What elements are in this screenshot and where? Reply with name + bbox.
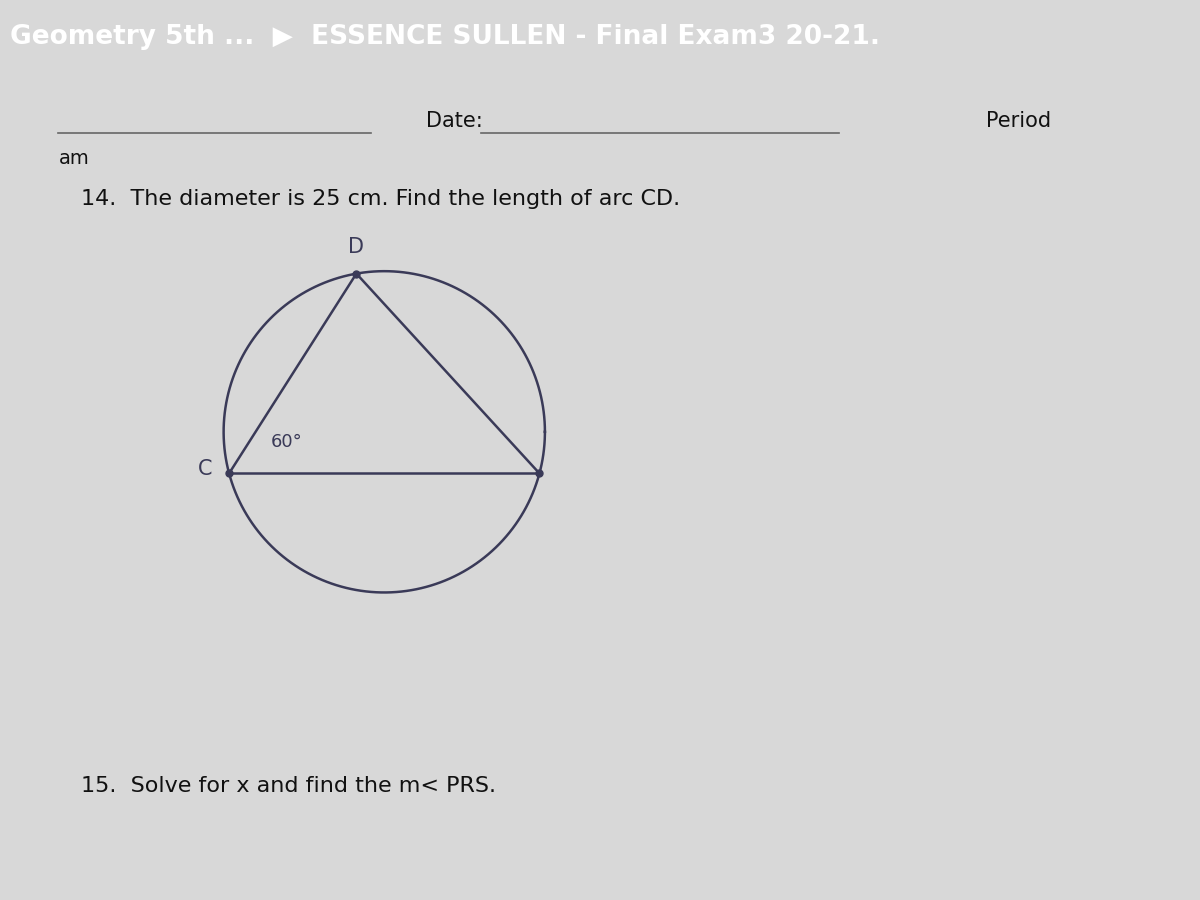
Text: 14.  The diameter is 25 cm. Find the length of arc CD.: 14. The diameter is 25 cm. Find the leng… (82, 189, 680, 209)
Text: D: D (348, 237, 365, 257)
Text: am: am (59, 149, 89, 168)
Text: 15.  Solve for x and find the m< PRS.: 15. Solve for x and find the m< PRS. (82, 776, 497, 796)
Text: Period: Period (985, 111, 1051, 130)
Text: Date:: Date: (426, 111, 482, 130)
Text: C: C (198, 459, 212, 479)
Text: Geometry 5th ...  ▶  ESSENCE SULLEN - Final Exam3 20-21.: Geometry 5th ... ▶ ESSENCE SULLEN - Fina… (10, 24, 880, 50)
Text: 60°: 60° (271, 433, 302, 451)
